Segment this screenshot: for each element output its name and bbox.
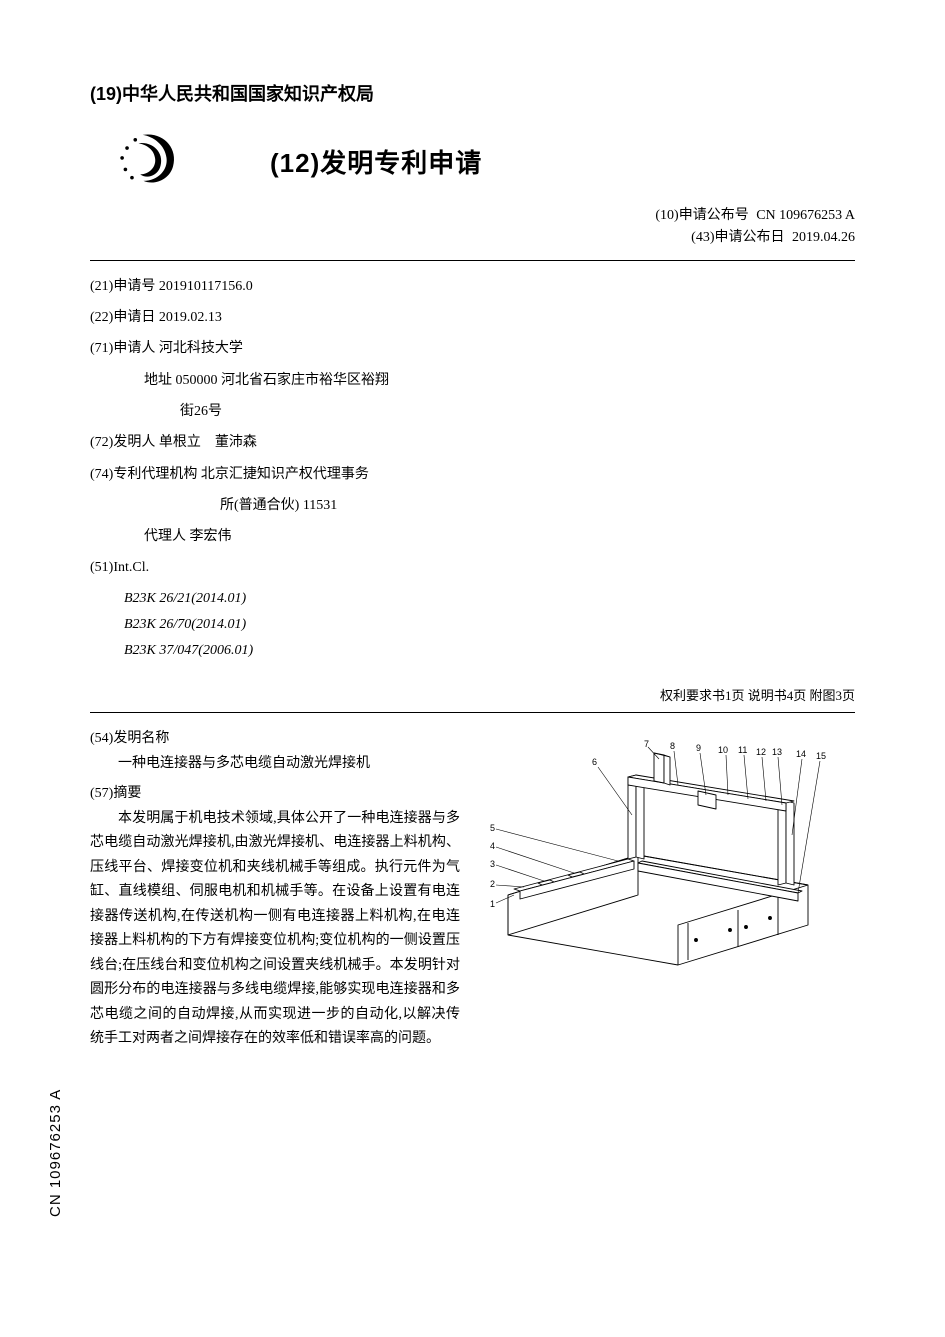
app-no-value: 201910117156.0 (159, 279, 253, 294)
intcl-label: (51)Int.Cl. (90, 560, 149, 575)
callout: 15 (816, 751, 826, 761)
abstract-label: (57)摘要 (90, 782, 460, 807)
address-label: 地址 (144, 373, 172, 388)
right-column: 1 2 3 4 5 6 7 8 9 10 11 12 13 14 15 (478, 727, 855, 1052)
pub-date-label: (43)申请公布日 (691, 230, 784, 245)
callout: 9 (696, 743, 701, 753)
app-no-label: (21)申请号 (90, 279, 155, 294)
applicant-address-l2: 街26号 (90, 398, 855, 425)
publication-info: (10)申请公布号 CN 109676253 A (43)申请公布日 2019.… (90, 205, 855, 250)
callout: 7 (644, 739, 649, 749)
agency-label: (74)专利代理机构 (90, 467, 197, 482)
title-row: (12)发明专利申请 (90, 124, 855, 199)
doc-type-title: (12)发明专利申请 (270, 143, 482, 180)
applicant-address: 地址 050000 河北省石家庄市裕华区裕翔 (90, 367, 855, 394)
pub-no-value: CN 109676253 A (756, 208, 855, 223)
applicant: (71)申请人 河北科技大学 (90, 335, 855, 362)
intcl-code: B23K 26/70(2014.01) (124, 612, 855, 638)
callout: 10 (718, 745, 728, 755)
app-date-label: (22)申请日 (90, 310, 155, 325)
abstract-text: 本发明属于机电技术领域,具体公开了一种电连接器与多芯电缆自动激光焊接机,由激光焊… (90, 807, 460, 1052)
applicant-label: (71)申请人 (90, 341, 155, 356)
callout: 6 (592, 757, 597, 767)
logo-svg (111, 125, 199, 199)
patent-agency-l2: 所(普通合伙) 11531 (90, 492, 855, 519)
address-l1: 050000 河北省石家庄市裕华区裕翔 (176, 373, 390, 388)
agent: 代理人 李宏伟 (90, 523, 855, 550)
header-19-prefix: (19) (90, 84, 122, 104)
pub-date-row: (43)申请公布日 2019.04.26 (90, 227, 855, 249)
intcl-code: B23K 26/21(2014.01) (124, 586, 855, 612)
callout: 3 (490, 859, 495, 869)
callout: 11 (738, 745, 747, 755)
callout: 1 (490, 899, 495, 909)
callout: 2 (490, 879, 495, 889)
pub-no-label: (10)申请公布号 (655, 208, 748, 223)
intcl-codes: B23K 26/21(2014.01) B23K 26/70(2014.01) … (90, 586, 855, 664)
callout: 13 (772, 747, 782, 757)
pub-date-value: 2019.04.26 (792, 230, 855, 245)
title-12-prefix: (12) (270, 148, 320, 178)
callout: 5 (490, 823, 495, 833)
inventors: (72)发明人 单根立 董沛森 (90, 429, 855, 456)
divider-bottom (90, 712, 855, 713)
applicant-value: 河北科技大学 (159, 341, 243, 356)
bibliographic-data: (21)申请号 201910117156.0 (22)申请日 2019.02.1… (90, 273, 855, 664)
invention-title-text: 一种电连接器与多芯电缆自动激光焊接机 (90, 752, 460, 777)
callout: 4 (490, 841, 495, 851)
application-date: (22)申请日 2019.02.13 (90, 304, 855, 331)
patent-figure: 1 2 3 4 5 6 7 8 9 10 11 12 13 14 15 (478, 735, 838, 985)
inventor-value: 单根立 董沛森 (159, 435, 257, 450)
app-date-value: 2019.02.13 (159, 310, 222, 325)
title-12-text: 发明专利申请 (320, 148, 482, 178)
callout: 14 (796, 749, 806, 759)
pub-number-row: (10)申请公布号 CN 109676253 A (90, 205, 855, 227)
agency-l2: 所(普通合伙) 11531 (220, 498, 337, 513)
agent-label: 代理人 (144, 529, 186, 544)
patent-agency: (74)专利代理机构 北京汇捷知识产权代理事务 (90, 461, 855, 488)
lower-section: (54)发明名称 一种电连接器与多芯电缆自动激光焊接机 (57)摘要 本发明属于… (90, 727, 855, 1052)
application-number: (21)申请号 201910117156.0 (90, 273, 855, 300)
agent-value: 李宏伟 (190, 529, 232, 544)
invention-title-label: (54)发明名称 (90, 727, 460, 752)
header-authority: (19)中华人民共和国国家知识产权局 (90, 80, 855, 106)
vertical-pub-code: CN 109676253 A (47, 1089, 64, 1217)
inventor-label: (72)发明人 (90, 435, 155, 450)
agency-l1: 北京汇捷知识产权代理事务 (201, 467, 369, 482)
address-l2: 街26号 (180, 404, 222, 419)
callout: 8 (670, 741, 675, 751)
callout: 12 (756, 747, 766, 757)
header-19-text: 中华人民共和国国家知识产权局 (122, 84, 374, 104)
int-cl: (51)Int.Cl. (90, 554, 855, 581)
divider-top (90, 260, 855, 261)
intcl-code: B23K 37/047(2006.01) (124, 638, 855, 664)
page-counts: 权利要求书1页 说明书4页 附图3页 (90, 685, 855, 704)
left-column: (54)发明名称 一种电连接器与多芯电缆自动激光焊接机 (57)摘要 本发明属于… (90, 727, 460, 1052)
cnipa-logo (110, 124, 200, 199)
